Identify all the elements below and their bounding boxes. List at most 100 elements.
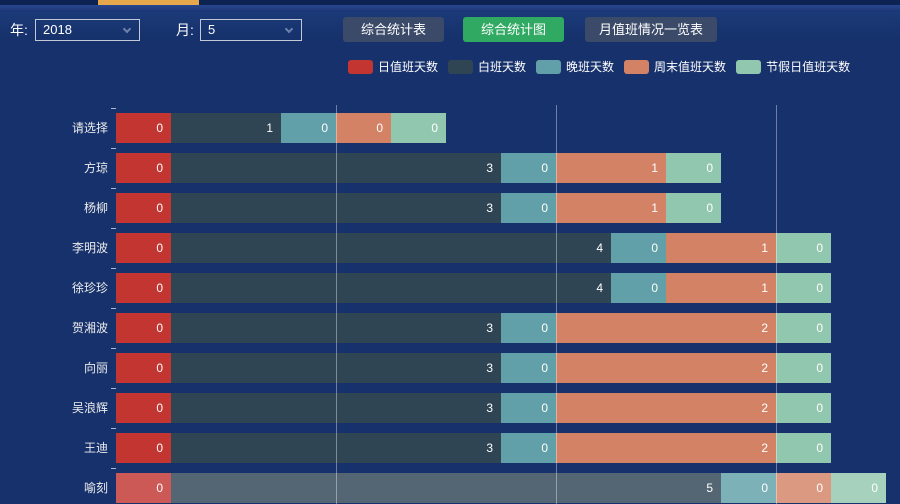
bar-segment[interactable]: 2 — [556, 353, 776, 383]
bar-segment[interactable]: 0 — [116, 433, 171, 463]
monthly-duty-overview-button[interactable]: 月值班情况一览表 — [585, 17, 717, 42]
bar-value-label: 3 — [486, 201, 493, 215]
bar-value-label: 0 — [816, 281, 823, 295]
legend-label: 日值班天数 — [378, 60, 439, 74]
bar-value-label: 0 — [541, 361, 548, 375]
bar-value-label: 0 — [706, 201, 713, 215]
bar-segment[interactable]: 0 — [501, 193, 556, 223]
bar-segment[interactable]: 3 — [171, 313, 501, 343]
legend-item-night-shift[interactable]: 晚班天数 — [536, 58, 614, 75]
bar-segment[interactable]: 4 — [171, 233, 611, 263]
bar-value-label: 0 — [156, 321, 163, 335]
category-label: 向丽 — [83, 361, 108, 375]
bar-segment[interactable]: 0 — [776, 393, 831, 423]
bar-segment[interactable]: 2 — [556, 433, 776, 463]
bar-segment[interactable]: 0 — [501, 393, 556, 423]
bar-value-label: 3 — [486, 441, 493, 455]
bar-segment[interactable]: 0 — [776, 273, 831, 303]
category-label: 王迪 — [83, 441, 108, 455]
legend-item-holiday-duty[interactable]: 节假日值班天数 — [736, 58, 850, 75]
bar-row: 李明波 0 4 0 1 0 — [0, 233, 900, 263]
bar-segment[interactable]: 3 — [171, 393, 501, 423]
legend-item-day-duty[interactable]: 日值班天数 — [348, 58, 438, 75]
bar-row: 向丽 0 3 0 2 0 — [0, 353, 900, 383]
month-label: 月: — [176, 22, 194, 38]
bar-segment[interactable]: 0 — [116, 233, 171, 263]
bar-segment[interactable]: 0 — [116, 153, 171, 183]
category-label: 请选择 — [71, 121, 108, 135]
summary-chart-button[interactable]: 综合统计图 — [463, 17, 564, 42]
bar-value-label: 1 — [761, 281, 768, 295]
bar-segment[interactable]: 1 — [556, 193, 666, 223]
bar-segment[interactable]: 1 — [556, 153, 666, 183]
bar-segment[interactable]: 0 — [501, 353, 556, 383]
bar-segment[interactable]: 0 — [776, 233, 831, 263]
bar-segment[interactable]: 0 — [776, 353, 831, 383]
year-select[interactable]: 2018 — [35, 19, 140, 41]
summary-table-button[interactable]: 综合统计表 — [343, 17, 444, 42]
bar-segment[interactable]: 0 — [501, 433, 556, 463]
bar-segment[interactable]: 0 — [336, 113, 391, 143]
bar-segment[interactable]: 1 — [171, 113, 281, 143]
bar-segment[interactable]: 3 — [171, 433, 501, 463]
bar-segment[interactable]: 0 — [116, 353, 171, 383]
bar-value-label: 3 — [486, 321, 493, 335]
bar-segment[interactable]: 0 — [666, 193, 721, 223]
bar-segment[interactable]: 1 — [666, 233, 776, 263]
legend-item-day-shift[interactable]: 白班天数 — [448, 58, 526, 75]
bar-value-label: 5 — [706, 481, 713, 495]
bar-segment[interactable]: 5 — [171, 473, 721, 503]
bar-segment[interactable]: 0 — [116, 193, 171, 223]
bar-segment[interactable]: 0 — [391, 113, 446, 143]
bar-segment[interactable]: 0 — [116, 473, 171, 503]
category-label: 方琼 — [83, 161, 108, 175]
category-label: 喻刻 — [83, 481, 108, 495]
bar-segment[interactable]: 0 — [611, 233, 666, 263]
bar-segment[interactable]: 0 — [611, 273, 666, 303]
chart-legend: 日值班天数 白班天数 晚班天数 周末值班天数 节假日值班天数 — [348, 58, 860, 75]
bar-segment[interactable]: 0 — [666, 153, 721, 183]
bar-segment[interactable]: 0 — [281, 113, 336, 143]
bar-value-label: 0 — [321, 121, 328, 135]
bar-value-label: 0 — [706, 161, 713, 175]
legend-label: 晚班天数 — [566, 60, 615, 74]
year-label: 年: — [10, 22, 28, 38]
bar-segment[interactable]: 0 — [116, 393, 171, 423]
bar-value-label: 0 — [541, 201, 548, 215]
bar-value-label: 0 — [541, 441, 548, 455]
bar-segment[interactable]: 0 — [501, 313, 556, 343]
bar-segment[interactable]: 0 — [501, 153, 556, 183]
bar-value-label: 2 — [761, 361, 768, 375]
month-select[interactable]: 5 — [200, 19, 302, 41]
legend-swatch — [536, 59, 562, 74]
bar-value-label: 4 — [596, 281, 603, 295]
bar-value-label: 0 — [156, 361, 163, 375]
bar-segment[interactable]: 0 — [116, 273, 171, 303]
axis-tick — [111, 468, 116, 469]
bar-segment[interactable]: 0 — [776, 313, 831, 343]
bar-value-label: 0 — [156, 401, 163, 415]
bar-segment[interactable]: 0 — [776, 433, 831, 463]
bar-value-label: 1 — [761, 241, 768, 255]
bar-value-label: 2 — [761, 401, 768, 415]
bar-value-label: 0 — [541, 321, 548, 335]
bar-segment[interactable]: 0 — [776, 473, 831, 503]
bar-segment[interactable]: 3 — [171, 153, 501, 183]
bar-value-label: 0 — [541, 161, 548, 175]
bar-value-label: 0 — [816, 401, 823, 415]
bar-segment[interactable]: 0 — [116, 113, 171, 143]
bar-value-label: 1 — [266, 121, 273, 135]
bar-row: 吴浪辉 0 3 0 2 0 — [0, 393, 900, 423]
bar-segment[interactable]: 3 — [171, 353, 501, 383]
bar-segment[interactable]: 2 — [556, 313, 776, 343]
legend-item-weekend-duty[interactable]: 周末值班天数 — [624, 58, 726, 75]
bar-segment[interactable]: 3 — [171, 193, 501, 223]
bar-segment[interactable]: 2 — [556, 393, 776, 423]
bar-segment[interactable]: 0 — [116, 313, 171, 343]
bar-segment[interactable]: 0 — [831, 473, 886, 503]
bar-segment[interactable]: 0 — [721, 473, 776, 503]
bar-segment[interactable]: 4 — [171, 273, 611, 303]
bar-value-label: 3 — [486, 161, 493, 175]
legend-label: 白班天数 — [478, 60, 527, 74]
bar-segment[interactable]: 1 — [666, 273, 776, 303]
